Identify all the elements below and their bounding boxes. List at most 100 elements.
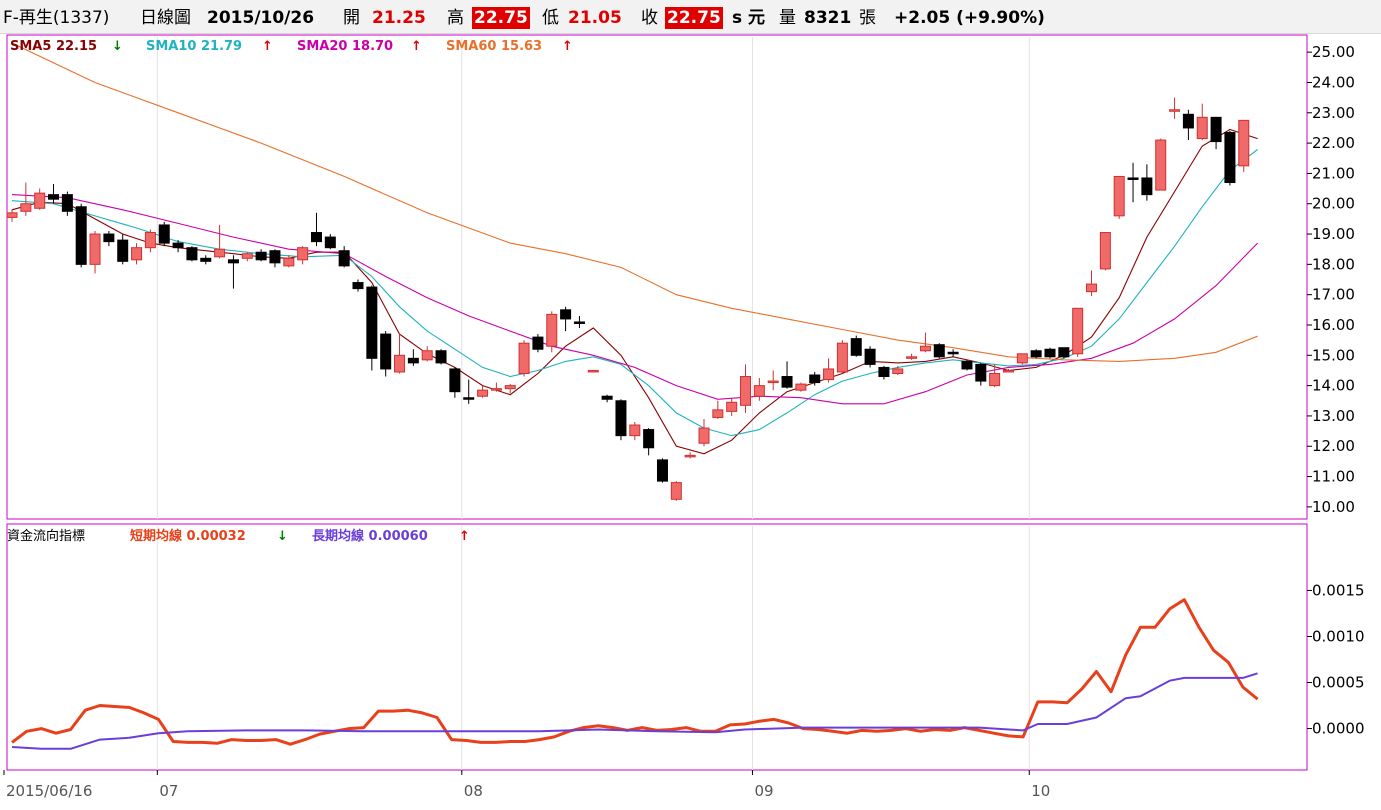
candle-body	[975, 363, 987, 382]
candle	[6, 209, 18, 222]
candle	[809, 371, 821, 386]
y-tick-label: 14.00	[1312, 377, 1355, 395]
candle-body	[795, 383, 807, 391]
low-label: 低	[542, 8, 559, 28]
candle	[823, 358, 835, 383]
candle	[1224, 130, 1236, 186]
candle-body	[380, 333, 392, 370]
candle-body	[269, 250, 281, 264]
candle-body	[1141, 177, 1153, 196]
candle-body	[1210, 116, 1222, 143]
candle	[836, 340, 848, 374]
candle-body	[823, 368, 835, 381]
volume-label: 量	[779, 8, 796, 28]
candle-body	[1058, 347, 1070, 358]
candle-body	[338, 250, 350, 267]
price-panel	[6, 34, 1308, 520]
candle-body	[919, 345, 931, 352]
candle-body	[283, 257, 295, 267]
candle-body	[241, 253, 253, 259]
candle	[310, 212, 322, 247]
candle-body	[103, 233, 115, 243]
arrow-up-icon: ↑	[411, 39, 422, 54]
candle-body	[518, 342, 530, 374]
candle	[781, 361, 793, 389]
quote-header: F-再生(1337) 日線圖 2015/10/26 開 21.25 高 22.7…	[0, 0, 1381, 34]
candle	[89, 231, 101, 274]
candle	[227, 255, 239, 289]
stock-chart: 10.00 11.00 12.00 13.00 14.00 15.00 16.00 17.00…	[3, 34, 1365, 800]
y-tick-label: 10.00	[1312, 498, 1355, 516]
candle	[255, 249, 267, 262]
y-tick-label: 0.0010	[1312, 627, 1365, 645]
candle-body	[1072, 307, 1084, 355]
candle-body	[1044, 348, 1056, 358]
candle	[324, 234, 336, 250]
candle-body	[48, 194, 60, 200]
candle-body	[753, 385, 765, 397]
candle-body	[310, 232, 322, 243]
candle-body	[1002, 369, 1014, 373]
arrow-up-icon: ↑	[562, 39, 573, 54]
sma-line-sma20	[11, 194, 1258, 405]
candle-body	[1224, 131, 1236, 184]
legend-sma60: SMA60 15.63	[446, 39, 542, 54]
candle	[546, 311, 558, 353]
candle	[643, 428, 655, 456]
candle	[698, 418, 710, 447]
high-label: 高	[447, 8, 464, 28]
candle	[269, 249, 281, 268]
candle-body	[490, 388, 502, 391]
candle-body	[158, 224, 170, 244]
candle	[989, 364, 1001, 388]
candle	[186, 246, 198, 262]
candle	[352, 279, 364, 292]
candle-body	[1016, 353, 1028, 364]
open-value: 21.25	[372, 8, 426, 28]
candle-body	[1030, 350, 1042, 358]
close-value: 22.75	[665, 7, 723, 29]
y-tick-label: 15.00	[1312, 346, 1355, 364]
candle-body	[1182, 113, 1194, 129]
candle-body	[573, 321, 585, 324]
candle	[283, 255, 295, 268]
indicator-panel	[6, 523, 1308, 771]
candle	[670, 481, 682, 501]
candle-body	[989, 372, 1001, 387]
candle	[103, 231, 115, 247]
candle	[241, 252, 253, 262]
y-tick-label: 22.00	[1312, 134, 1355, 152]
candle	[421, 346, 433, 362]
candle	[601, 394, 613, 403]
candle-body	[1127, 177, 1139, 180]
candle-body	[117, 239, 129, 262]
x-tick-label: 10	[1031, 782, 1050, 800]
candle-body	[892, 368, 904, 374]
candle-body	[878, 366, 890, 378]
candle-body	[615, 400, 627, 437]
y-tick-label: 24.00	[1312, 73, 1355, 91]
sma-line-sma60	[11, 42, 1258, 362]
candle	[214, 224, 226, 259]
candle	[1169, 97, 1181, 119]
candle	[864, 346, 876, 368]
candle	[906, 353, 918, 360]
candle	[20, 182, 32, 216]
candle	[449, 367, 461, 398]
candle	[1002, 368, 1014, 373]
legend-short-ma: 短期均線 0.00032	[130, 528, 246, 544]
candle-body	[933, 344, 945, 358]
y-tick-label: 12.00	[1312, 437, 1355, 455]
y-tick-label: 20.00	[1312, 195, 1355, 213]
candle-body	[684, 454, 696, 458]
candle-body	[131, 247, 143, 261]
candle	[75, 203, 87, 268]
y-tick-label: 17.00	[1312, 286, 1355, 304]
long-ma-line	[11, 672, 1258, 750]
candle-body	[214, 248, 226, 258]
stock-symbol: F-再生(1337)	[3, 8, 110, 28]
candle-body	[504, 385, 516, 390]
candle-body	[712, 409, 724, 418]
price-unit: s 元	[732, 8, 766, 28]
candle	[48, 184, 60, 204]
